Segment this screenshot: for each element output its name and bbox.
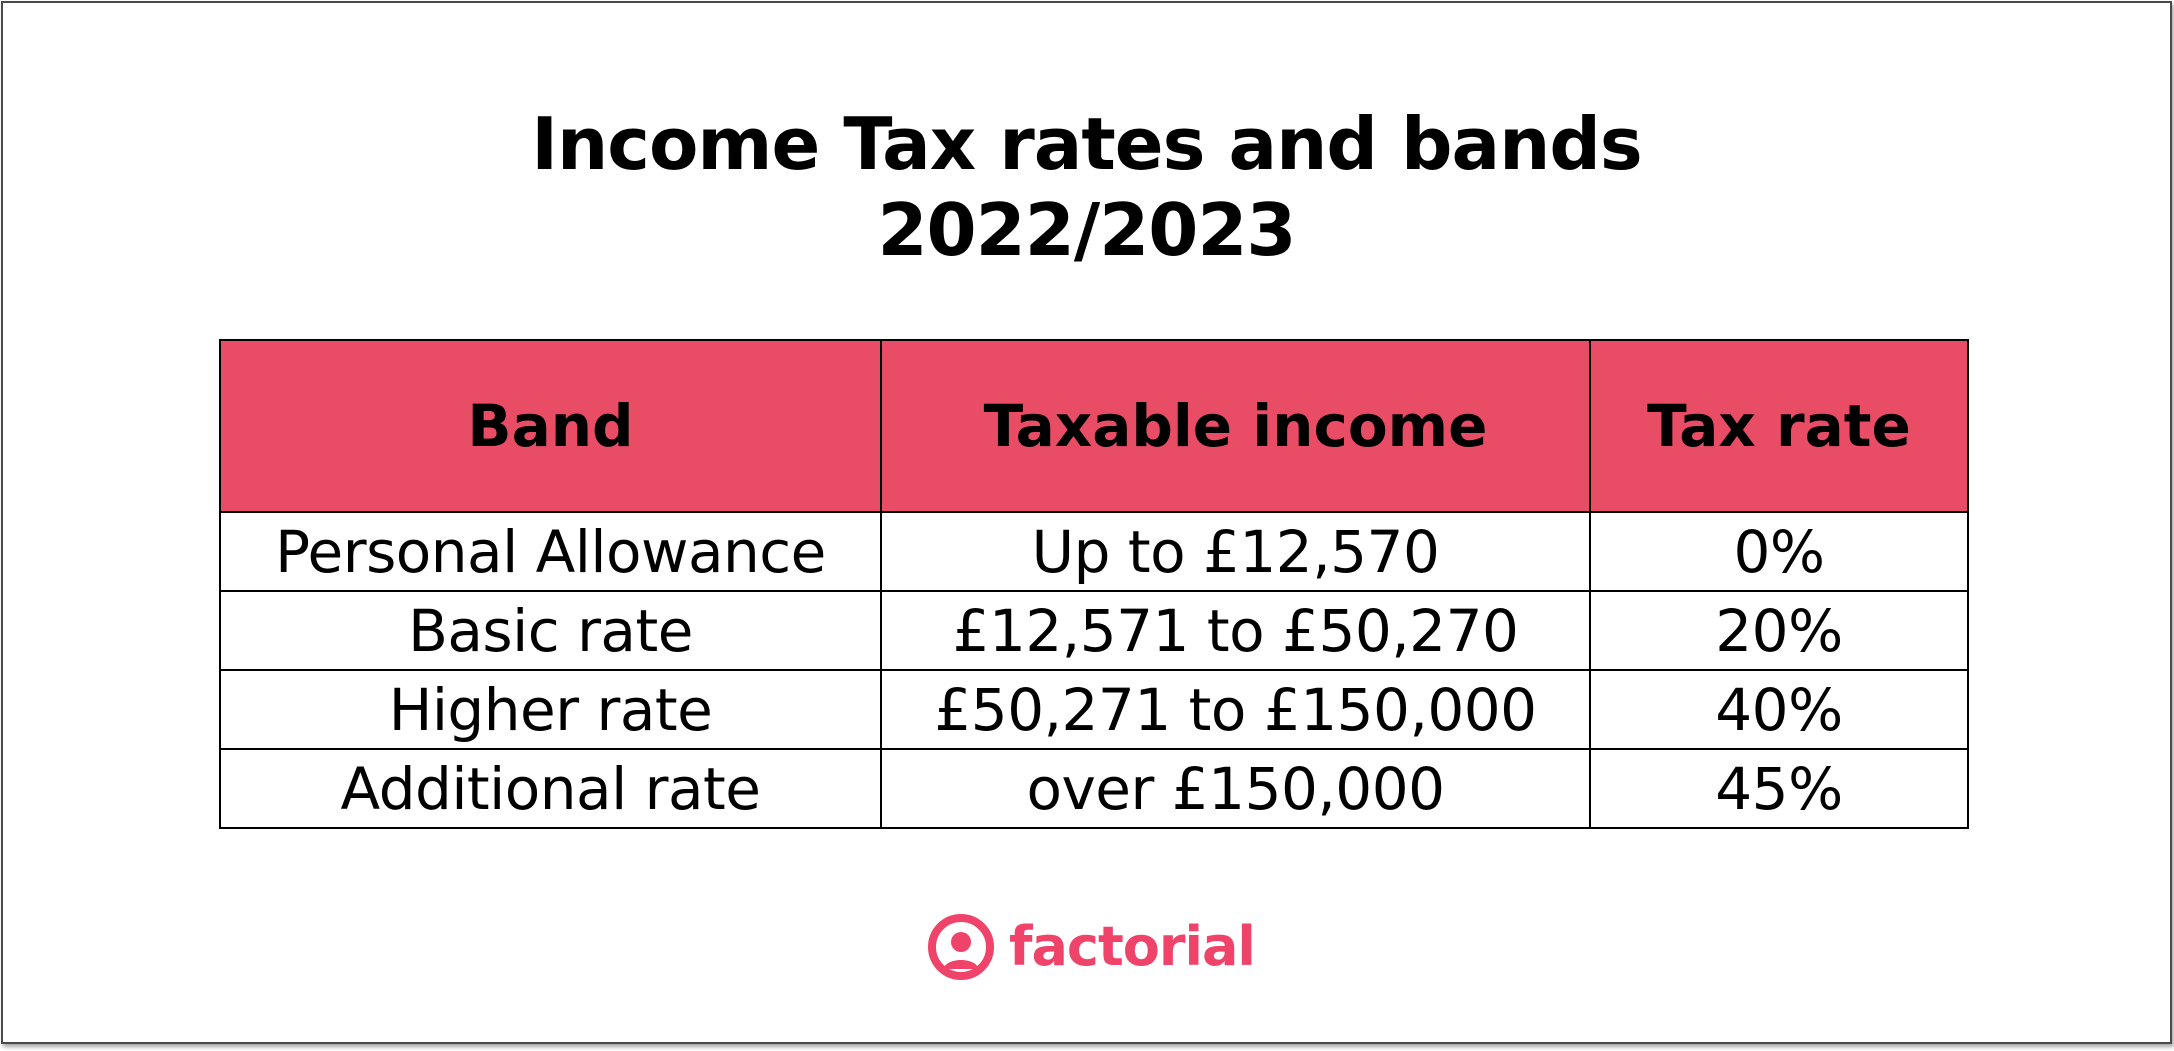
cell-band: Higher rate <box>219 669 882 750</box>
cell-taxable-income: over £150,000 <box>880 748 1591 829</box>
cell-band: Personal Allowance <box>219 511 882 592</box>
table-header-row: Band Taxable income Tax rate <box>219 339 1969 513</box>
cell-tax-rate: 45% <box>1589 748 1969 829</box>
cell-tax-rate: 40% <box>1589 669 1969 750</box>
tax-bands-table: Band Taxable income Tax rate Personal Al… <box>219 339 1969 829</box>
cell-tax-rate: 20% <box>1589 590 1969 671</box>
cell-taxable-income: Up to £12,570 <box>880 511 1591 592</box>
title-line-1: Income Tax rates and bands <box>531 102 1643 186</box>
header-tax-rate: Tax rate <box>1589 339 1969 513</box>
table-row: Personal Allowance Up to £12,570 0% <box>219 511 1969 592</box>
logo-text: factorial <box>1009 915 1256 978</box>
table-row: Basic rate £12,571 to £50,270 20% <box>219 590 1969 671</box>
cell-tax-rate: 0% <box>1589 511 1969 592</box>
title-line-2: 2022/2023 <box>877 188 1296 272</box>
cell-taxable-income: £50,271 to £150,000 <box>880 669 1591 750</box>
cell-band: Additional rate <box>219 748 882 829</box>
table-row: Higher rate £50,271 to £150,000 40% <box>219 669 1969 750</box>
page-title: Income Tax rates and bands 2022/2023 <box>3 101 2170 273</box>
cell-taxable-income: £12,571 to £50,270 <box>880 590 1591 671</box>
header-band: Band <box>219 339 882 513</box>
table-row: Additional rate over £150,000 45% <box>219 748 1969 829</box>
person-circle-icon <box>928 914 994 980</box>
cell-band: Basic rate <box>219 590 882 671</box>
header-taxable-income: Taxable income <box>880 339 1591 513</box>
factorial-logo: factorial <box>927 911 1256 983</box>
